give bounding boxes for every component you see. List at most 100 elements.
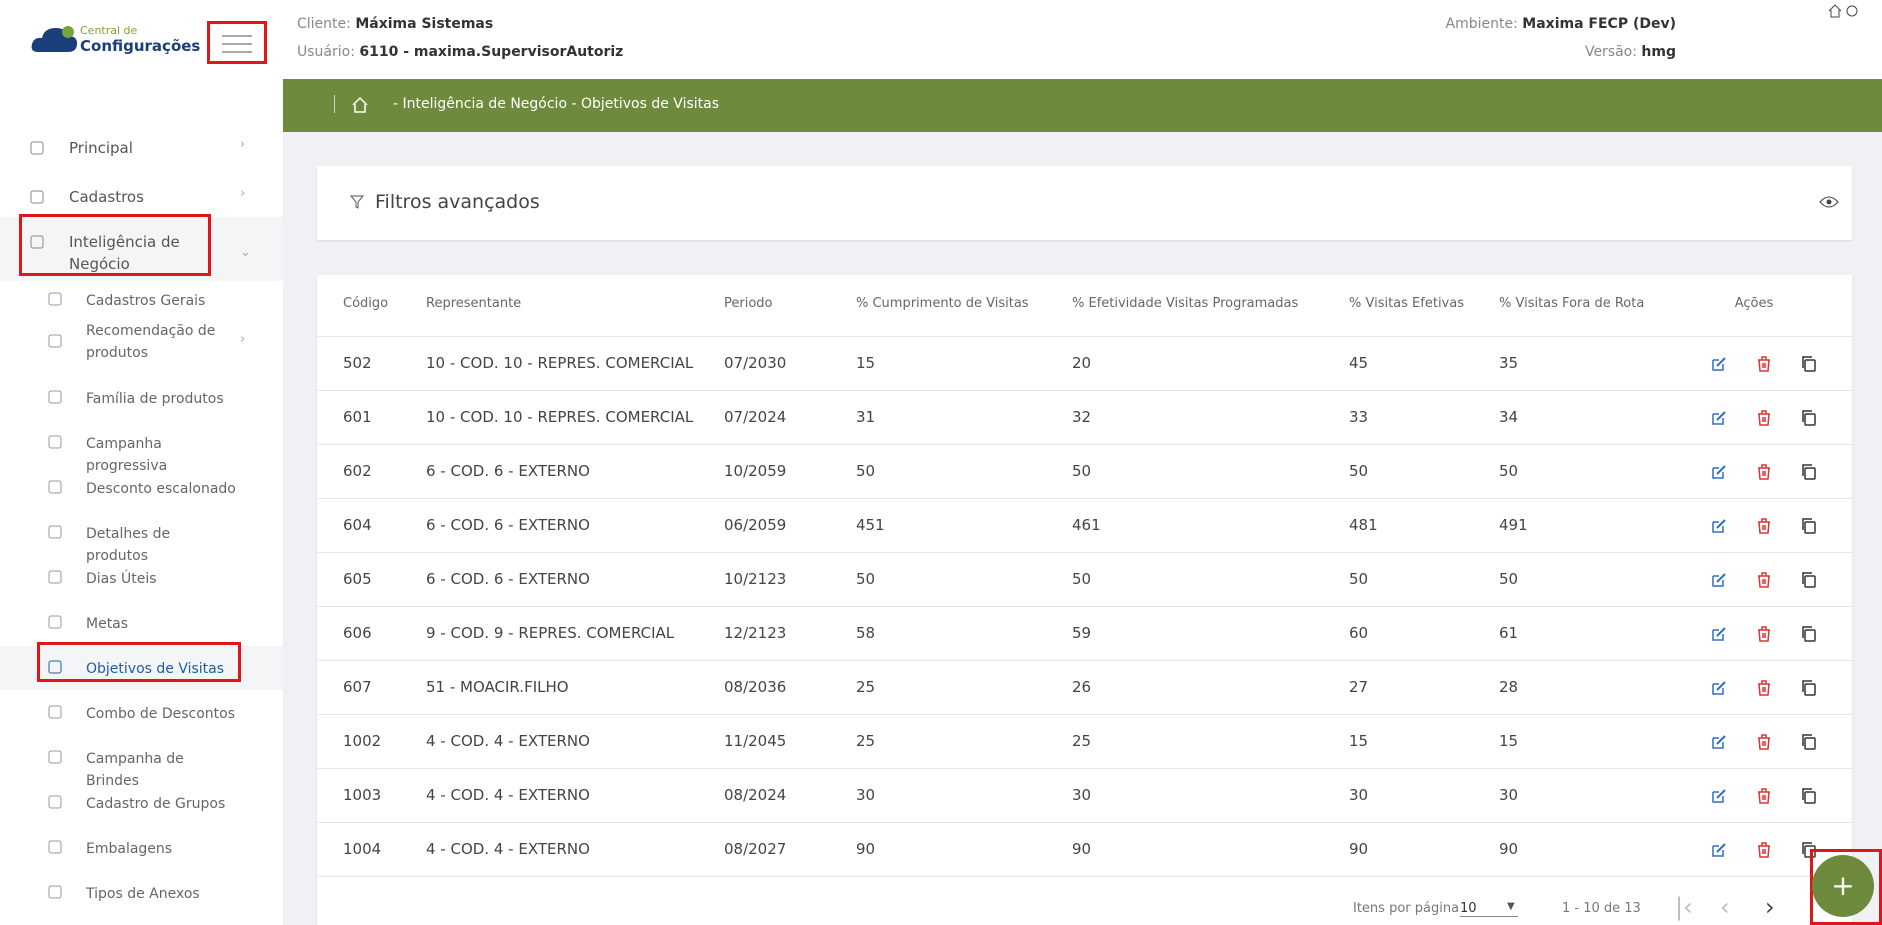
table-cell: 10/2123 — [724, 570, 786, 588]
submenu-icon[interactable] — [46, 838, 66, 858]
submenu-item[interactable]: Recomendação de produtos — [86, 320, 236, 364]
copy-button[interactable] — [1799, 786, 1819, 806]
edit-button[interactable] — [1709, 516, 1729, 536]
submenu-item[interactable]: Família de produtos — [86, 388, 236, 410]
delete-button[interactable] — [1754, 408, 1774, 428]
edit-button[interactable] — [1709, 462, 1729, 482]
edit-button[interactable] — [1709, 354, 1729, 374]
submenu-icon[interactable] — [46, 523, 66, 543]
edit-button[interactable] — [1709, 624, 1729, 644]
table-cell: 481 — [1349, 516, 1378, 534]
copy-button-svg — [1799, 570, 1819, 590]
copy-button[interactable] — [1799, 678, 1819, 698]
submenu-item[interactable]: Campanha de Brindes — [86, 748, 236, 792]
page-nav[interactable]: |‹ — [1675, 893, 1693, 921]
submenu-icon[interactable] — [46, 433, 66, 453]
delete-button[interactable] — [1754, 624, 1774, 644]
menu-item[interactable]: Cadastros — [69, 186, 199, 208]
submenu-item[interactable]: Campanha progressiva — [86, 433, 236, 477]
edit-button[interactable] — [1709, 570, 1729, 590]
logo-top: Central de — [80, 24, 137, 37]
submenu-item[interactable]: Tipos de Anexos — [86, 883, 236, 905]
table-cell: 601 — [343, 408, 372, 426]
submenu-item[interactable]: Dias Úteis — [86, 568, 236, 590]
submenu-icon[interactable] — [46, 478, 66, 498]
copy-button[interactable] — [1799, 624, 1819, 644]
home-icon[interactable] — [351, 96, 369, 114]
submenu-icon[interactable] — [46, 703, 66, 723]
copy-button[interactable] — [1799, 354, 1819, 374]
copy-button[interactable] — [1799, 732, 1819, 752]
copy-button-svg — [1799, 462, 1819, 482]
delete-button[interactable] — [1754, 786, 1774, 806]
submenu-item[interactable]: Detalhes de produtos — [86, 523, 236, 567]
edit-button[interactable] — [1709, 786, 1729, 806]
menu-toggle[interactable] — [207, 21, 267, 64]
copy-button[interactable] — [1799, 516, 1819, 536]
table-cell: 50 — [1349, 462, 1368, 480]
top-icons[interactable] — [1826, 2, 1862, 20]
submenu-item[interactable]: Cadastro de Grupos — [86, 793, 236, 815]
submenu-icon[interactable] — [46, 793, 66, 813]
add-button[interactable]: + — [1812, 855, 1874, 917]
table-cell: 4 - COD. 4 - EXTERNO — [426, 786, 590, 804]
edit-button-svg — [1709, 462, 1729, 482]
copy-button-svg — [1799, 786, 1819, 806]
table-cell: 90 — [1499, 840, 1518, 858]
delete-button[interactable] — [1754, 516, 1774, 536]
table-cell: 28 — [1499, 678, 1518, 696]
delete-button[interactable] — [1754, 462, 1774, 482]
delete-button[interactable] — [1754, 570, 1774, 590]
submenu-icon[interactable] — [46, 388, 66, 408]
menu-icon-svg — [28, 139, 48, 159]
edit-button[interactable] — [1709, 678, 1729, 698]
edit-button-svg — [1709, 570, 1729, 590]
edit-button[interactable] — [1709, 732, 1729, 752]
table-cell: 451 — [856, 516, 885, 534]
page-nav[interactable]: › — [1765, 893, 1775, 921]
table-cell: 606 — [343, 624, 372, 642]
table-cell: 33 — [1349, 408, 1368, 426]
table-cell: 25 — [856, 678, 875, 696]
delete-button[interactable] — [1754, 840, 1774, 860]
page-size-label: Itens por página — [1353, 901, 1459, 916]
submenu-item[interactable]: Metas — [86, 613, 236, 635]
delete-button-svg — [1754, 408, 1774, 428]
eye-icon[interactable] — [1819, 195, 1839, 209]
copy-button[interactable] — [1799, 462, 1819, 482]
sidebar: Principal›Cadastros›Inteligência de Negó… — [0, 79, 283, 925]
delete-button[interactable] — [1754, 678, 1774, 698]
submenu-icon[interactable] — [46, 568, 66, 588]
delete-button[interactable] — [1754, 354, 1774, 374]
submenu-icon[interactable] — [46, 332, 66, 352]
chevron: › — [240, 186, 245, 201]
delete-button-svg — [1754, 462, 1774, 482]
submenu-item[interactable]: Cadastros Gerais — [86, 290, 236, 312]
copy-button-svg — [1799, 354, 1819, 374]
menu-item[interactable]: Principal — [69, 137, 199, 159]
edit-button[interactable] — [1709, 840, 1729, 860]
client-label: Cliente: — [297, 16, 351, 32]
menu-icon[interactable] — [28, 139, 48, 159]
row-line — [317, 714, 1852, 715]
breadcrumb: - Inteligência de Negócio - Objetivos de… — [393, 96, 719, 112]
copy-button[interactable] — [1799, 570, 1819, 590]
env-value: Maxima FECP (Dev) — [1522, 16, 1676, 32]
delete-button-svg — [1754, 516, 1774, 536]
submenu-item[interactable]: Desconto escalonado — [86, 478, 236, 500]
submenu-icon[interactable] — [46, 883, 66, 903]
user-line: Usuário: 6110 - maxima.SupervisorAutoriz — [297, 44, 623, 60]
submenu-icon[interactable] — [46, 290, 66, 310]
copy-button[interactable] — [1799, 408, 1819, 428]
delete-button[interactable] — [1754, 732, 1774, 752]
menu-icon[interactable] — [28, 188, 48, 208]
edit-button[interactable] — [1709, 408, 1729, 428]
submenu-icon[interactable] — [46, 748, 66, 768]
submenu-item[interactable]: Embalagens — [86, 838, 236, 860]
page-nav[interactable]: ‹ — [1720, 893, 1730, 921]
submenu-item[interactable]: Combo de Descontos — [86, 703, 236, 725]
edit-button-svg — [1709, 624, 1729, 644]
filters-card[interactable]: Filtros avançados — [317, 166, 1852, 240]
submenu-icon-svg — [46, 793, 66, 813]
submenu-icon[interactable] — [46, 613, 66, 633]
